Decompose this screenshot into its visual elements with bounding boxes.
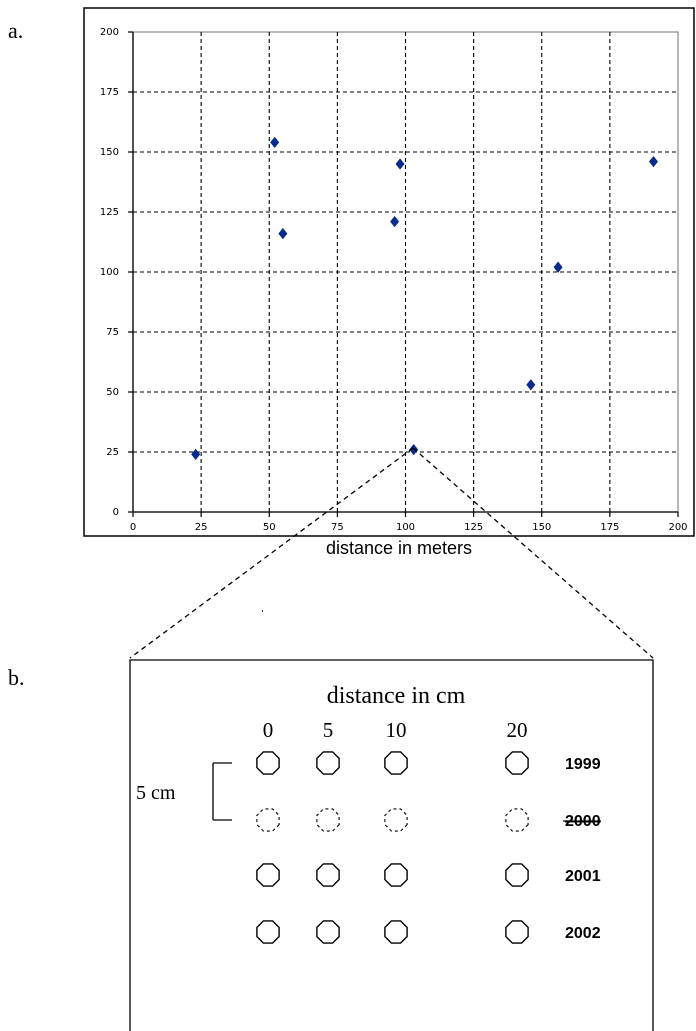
sample-ring [384, 920, 408, 944]
sample-ring-missing [316, 808, 340, 832]
column-labels: 0 5 10 20 [263, 718, 528, 742]
column-label: 20 [507, 718, 528, 742]
y-tick-label: 25 [106, 447, 119, 458]
sample-ring-missing [505, 808, 529, 832]
panel-a-label: a. [8, 18, 24, 43]
zoom-line-right [412, 447, 654, 659]
y-tick-label: 75 [106, 327, 119, 338]
year-label: 2002 [565, 925, 601, 942]
sample-ring-missing [256, 808, 280, 832]
data-point [278, 227, 288, 240]
sample-ring [505, 863, 529, 887]
x-tick-label: 175 [600, 522, 619, 533]
data-point [191, 448, 201, 461]
data-point [526, 379, 536, 391]
sample-ring [505, 751, 529, 775]
x-tick-label: 125 [464, 522, 483, 533]
y-tick-label: 200 [100, 27, 119, 38]
data-point [409, 443, 419, 456]
data-point [648, 155, 658, 168]
sample-ring [384, 863, 408, 887]
column-label: 0 [263, 718, 274, 742]
sample-ring [316, 920, 340, 944]
sample-ring [316, 863, 340, 887]
y-tick-label: 100 [100, 267, 119, 278]
y-tick-labels: 0 25 50 75 100 125 150 175 200 [100, 27, 133, 518]
column-label: 5 [323, 718, 334, 742]
zoom-line-left [129, 447, 414, 659]
sample-ring [505, 920, 529, 944]
sample-ring [256, 863, 280, 887]
panel-b-frame [129, 659, 654, 1031]
panel-b-title: distance in cm [327, 683, 466, 709]
sample-ring-missing [384, 808, 408, 832]
scale-label: 5 cm [136, 782, 176, 804]
x-tick-label: 75 [331, 522, 344, 533]
y-tick-label: 125 [100, 207, 119, 218]
scale-bracket [212, 762, 232, 821]
data-point [390, 215, 400, 228]
y-tick-label: 150 [100, 147, 119, 158]
y-tick-label: 0 [113, 507, 119, 518]
x-tick-label: 50 [263, 522, 276, 533]
y-tick-label: 50 [106, 387, 119, 398]
data-points [191, 136, 658, 461]
x-tick-label: 200 [668, 522, 687, 533]
x-axis-label: distance in meters [326, 538, 472, 558]
sample-ring [256, 751, 280, 775]
x-tick-label: 150 [532, 522, 551, 533]
column-label: 10 [386, 718, 407, 742]
data-point [270, 136, 280, 149]
sample-ring [384, 751, 408, 775]
year-label: 1999 [565, 756, 601, 773]
sample-grid [256, 751, 529, 944]
data-point [553, 261, 563, 273]
x-tick-label: 100 [396, 522, 415, 533]
x-tick-label: 0 [130, 522, 136, 533]
panel-a-frame [83, 7, 695, 537]
x-tick-labels: 0 25 50 75 100 125 150 175 200 [130, 512, 688, 533]
sample-ring [316, 751, 340, 775]
panel-b-label: b. [8, 665, 25, 690]
zoom-connector [129, 447, 654, 659]
grid-lines [132, 32, 678, 513]
y-tick-label: 175 [100, 87, 119, 98]
year-label: 2001 [565, 868, 601, 885]
x-tick-label: 25 [195, 522, 208, 533]
data-point [395, 158, 405, 170]
sample-ring [256, 920, 280, 944]
